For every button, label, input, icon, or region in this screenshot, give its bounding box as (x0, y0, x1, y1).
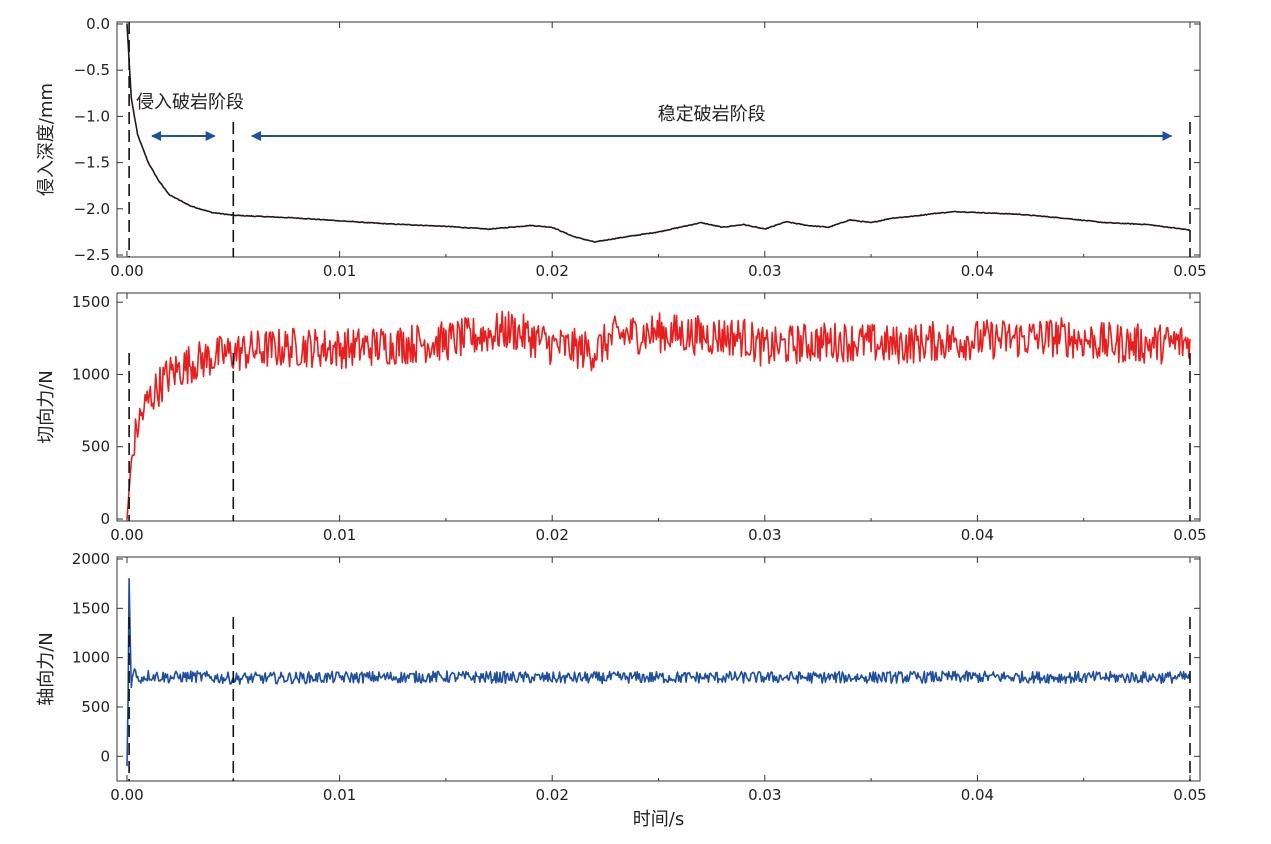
y-axis-label: 侵入深度/mm (36, 83, 57, 196)
series-line (126, 310, 1191, 520)
x-tick-label: 0.04 (961, 786, 994, 804)
y-tick-label: −2.5 (74, 246, 110, 264)
x-tick-label: 0.01 (323, 262, 356, 280)
x-tick-label: 0.03 (748, 262, 781, 280)
axial-force-panel: 0.00 0.01 0.02 0.03 0.04 0.05 0 500 1000 1500 2000… (36, 550, 1207, 830)
x-tick-label: 0.04 (961, 526, 994, 544)
y-tick-label: −2.0 (74, 200, 110, 218)
y-tick-label: 1000 (72, 365, 110, 383)
stage-label: 稳定破岩阶段 (658, 104, 766, 125)
x-tick-label: 0.00 (110, 262, 143, 280)
x-tick-label: 0.01 (323, 786, 356, 804)
x-tick-label: 0.05 (1173, 262, 1206, 280)
y-axis-label: 切向力/N (36, 370, 57, 444)
tangential-force-panel: 0.00 0.01 0.02 0.03 0.04 0.05 0 500 1000 1500 切向力/… (36, 292, 1207, 544)
x-tick-label: 0.05 (1173, 786, 1206, 804)
series-line (126, 23, 1191, 243)
series-line (126, 577, 1191, 767)
y-tick-label: 500 (81, 698, 110, 716)
plot-frame (116, 21, 1201, 258)
x-tick-label: 0.01 (323, 526, 356, 544)
y-tick-label: −1.5 (74, 154, 110, 172)
depth-panel: 0.00 0.01 0.02 0.03 0.04 0.05 0.0 −0.5 −1.0 −1.5 −… (36, 15, 1207, 280)
y-tick-label: 2000 (72, 550, 110, 568)
plot-frame (116, 556, 1201, 782)
x-tick-label: 0.02 (535, 786, 568, 804)
x-tick-label: 0.04 (961, 262, 994, 280)
x-tick-label: 0.03 (748, 786, 781, 804)
x-tick-label: 0.05 (1173, 526, 1206, 544)
y-tick-label: 0.0 (86, 15, 110, 33)
x-axis-label: 时间/s (633, 809, 684, 830)
y-tick-label: 0 (100, 510, 110, 528)
x-tick-label: 0.00 (110, 526, 143, 544)
y-tick-label: 0 (100, 747, 110, 765)
x-tick-label: 0.02 (535, 526, 568, 544)
y-tick-label: 1000 (72, 649, 110, 667)
x-tick-label: 0.03 (748, 526, 781, 544)
x-tick-label: 0.00 (110, 786, 143, 804)
y-tick-label: 1500 (72, 293, 110, 311)
x-tick-label: 0.02 (535, 262, 568, 280)
y-tick-label: 500 (81, 438, 110, 456)
stage-label: 侵入破岩阶段 (136, 92, 244, 113)
y-tick-label: −0.5 (74, 61, 110, 79)
y-tick-label: −1.0 (74, 107, 110, 125)
y-axis-label: 轴向力/N (36, 632, 57, 706)
y-tick-label: 1500 (72, 599, 110, 617)
